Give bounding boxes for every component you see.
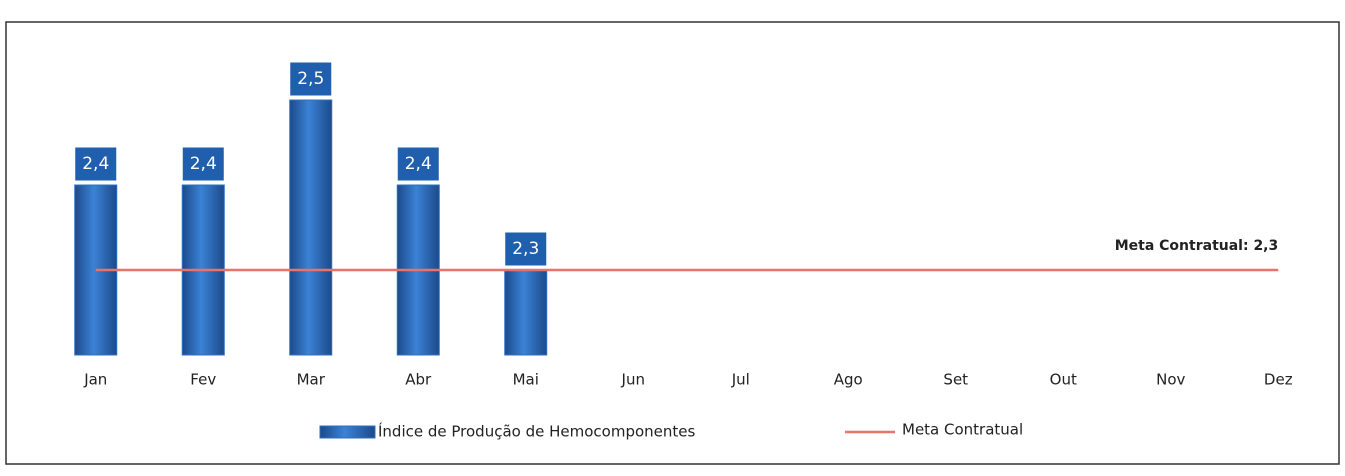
- legend-swatch: [319, 425, 376, 439]
- value-label: 2,4: [190, 154, 217, 174]
- legend-label: Meta Contratual: [902, 421, 1023, 439]
- value-label-box: [396, 146, 440, 182]
- x-tick-label: Out: [1050, 371, 1077, 389]
- value-label: 2,3: [512, 239, 539, 259]
- x-tick-label: Nov: [1156, 371, 1185, 389]
- annotation: Meta Contratual: 2,3: [1115, 238, 1279, 254]
- value-label: 2,4: [405, 154, 432, 174]
- bar: [289, 99, 333, 356]
- value-label-box: [504, 231, 548, 267]
- legend-label: Índice de Produção de Hemocomponentes: [378, 422, 695, 441]
- x-tick-label: Ago: [834, 371, 863, 389]
- value-label-box: [181, 146, 225, 182]
- x-tick-label: Jul: [731, 371, 750, 389]
- x-tick-label: Abr: [405, 371, 432, 389]
- x-tick-label: Dez: [1264, 371, 1293, 389]
- x-tick-label: Set: [943, 371, 968, 389]
- value-label-box: [74, 146, 118, 182]
- x-tick-label: Jun: [621, 371, 645, 389]
- value-label: 2,5: [297, 69, 324, 89]
- x-tick-label: Mar: [297, 371, 326, 389]
- x-tick-label: Fev: [190, 371, 216, 389]
- bar: [504, 269, 548, 356]
- value-label: 2,4: [82, 154, 109, 174]
- x-tick-label: Mai: [513, 371, 539, 389]
- chart-frame: [5, 21, 1340, 465]
- value-label-box: [289, 61, 333, 97]
- x-tick-label: Jan: [83, 371, 107, 389]
